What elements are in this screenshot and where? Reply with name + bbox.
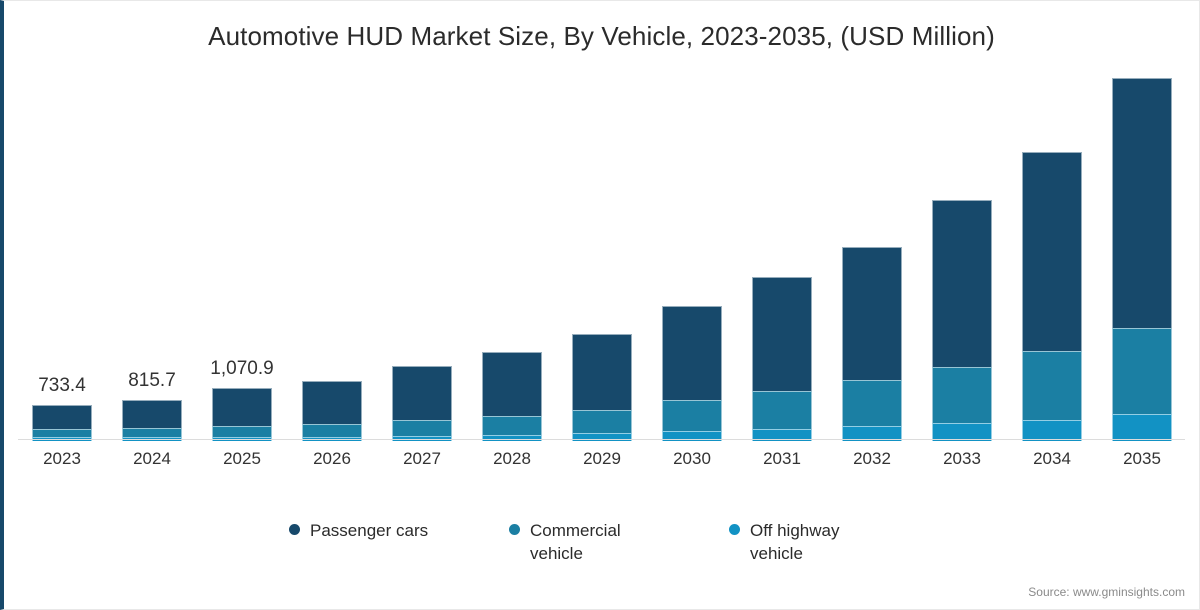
bar-segment[interactable] bbox=[842, 426, 902, 441]
legend-swatch-icon bbox=[729, 524, 740, 535]
bar-segment[interactable] bbox=[32, 404, 92, 430]
x-axis-tick-2034: 2034 bbox=[1033, 449, 1071, 468]
bar-stack[interactable] bbox=[1112, 78, 1172, 441]
bar-stack[interactable] bbox=[662, 305, 722, 441]
x-axis-tick-2026: 2026 bbox=[313, 449, 351, 468]
bar-segment[interactable] bbox=[1022, 419, 1082, 441]
plot-area: 733.4 815.7 1,070.9 bbox=[4, 61, 1199, 441]
x-axis-tick-2030: 2030 bbox=[673, 449, 711, 468]
bar-segment[interactable] bbox=[752, 390, 812, 429]
bar-segment[interactable] bbox=[392, 419, 452, 436]
bar-segment[interactable] bbox=[752, 277, 812, 391]
bar-segment[interactable] bbox=[32, 429, 92, 438]
chart-legend: Passenger cars Commercial vehicle Off high… bbox=[4, 519, 1199, 579]
bar-segment[interactable] bbox=[842, 380, 902, 427]
source-attribution: Source: www.gminsights.com bbox=[1028, 585, 1185, 599]
bar-segment[interactable] bbox=[572, 333, 632, 411]
bar-value-label: 1,070.9 bbox=[210, 357, 274, 379]
bar-segment[interactable] bbox=[1112, 78, 1172, 328]
bar-stack[interactable] bbox=[572, 333, 632, 441]
bar-segment[interactable] bbox=[302, 423, 362, 437]
bar-segment[interactable] bbox=[932, 367, 992, 424]
bar-segment[interactable] bbox=[1112, 327, 1172, 415]
bar-segment[interactable] bbox=[752, 428, 812, 441]
bar-segment[interactable] bbox=[1022, 350, 1082, 420]
legend-item-label: Commercial vehicle bbox=[530, 521, 621, 563]
bar-segment[interactable] bbox=[842, 247, 902, 381]
bar-stack[interactable] bbox=[32, 404, 92, 441]
bar-segment[interactable] bbox=[122, 428, 182, 438]
bar-stack[interactable] bbox=[302, 380, 362, 441]
bar-segment[interactable] bbox=[212, 387, 272, 426]
bar-segment[interactable] bbox=[482, 416, 542, 435]
bar-segment[interactable] bbox=[932, 423, 992, 441]
bar-segment[interactable] bbox=[662, 305, 722, 401]
x-axis-tick-2032: 2032 bbox=[853, 449, 891, 468]
bar-segment[interactable] bbox=[482, 351, 542, 417]
legend-item-label: Passenger cars bbox=[310, 521, 429, 540]
bar-stack[interactable] bbox=[122, 400, 182, 441]
bar-segment[interactable] bbox=[302, 380, 362, 424]
bar-value-label: 815.7 bbox=[128, 370, 176, 392]
x-axis-line bbox=[18, 439, 1185, 440]
bar-stack[interactable] bbox=[1022, 152, 1082, 441]
bar-segment[interactable] bbox=[572, 410, 632, 434]
bar-segment[interactable] bbox=[572, 433, 632, 441]
page-title: Automotive HUD Market Size, By Vehicle, … bbox=[208, 21, 995, 51]
bar-segment[interactable] bbox=[1022, 152, 1082, 351]
x-axis-tick-labels: 2023 2024 2025 2026 2027 2028 2029 2030 2031 2032… bbox=[4, 449, 1199, 479]
x-axis-tick-2025: 2025 bbox=[223, 449, 261, 468]
legend-swatch-icon bbox=[509, 524, 520, 535]
bar-segment[interactable] bbox=[212, 425, 272, 437]
bar-segment[interactable] bbox=[1112, 414, 1172, 441]
bar-segment[interactable] bbox=[932, 199, 992, 368]
bar-segment[interactable] bbox=[662, 400, 722, 431]
bar-stack[interactable] bbox=[752, 277, 812, 441]
bar-segment[interactable] bbox=[482, 434, 542, 441]
x-axis-tick-2023: 2023 bbox=[43, 449, 81, 468]
x-axis-tick-2028: 2028 bbox=[493, 449, 531, 468]
x-axis-tick-2031: 2031 bbox=[763, 449, 801, 468]
bar-stack[interactable] bbox=[212, 387, 272, 441]
x-axis-tick-2029: 2029 bbox=[583, 449, 621, 468]
legend-item[interactable]: Passenger cars bbox=[289, 519, 428, 542]
legend-swatch-icon bbox=[289, 524, 300, 535]
legend-item-label: Off highway vehicle bbox=[750, 521, 840, 563]
x-axis-tick-2035: 2035 bbox=[1123, 449, 1161, 468]
bar-segment[interactable] bbox=[212, 436, 272, 441]
bar-stack[interactable] bbox=[392, 365, 452, 441]
bar-segment[interactable] bbox=[122, 400, 182, 429]
bar-segment[interactable] bbox=[302, 436, 362, 441]
bar-segment[interactable] bbox=[392, 435, 452, 441]
bar-segment[interactable] bbox=[662, 430, 722, 441]
legend-item[interactable]: Off highway vehicle bbox=[729, 519, 870, 565]
bar-stack[interactable] bbox=[842, 247, 902, 441]
bar-stack[interactable] bbox=[932, 199, 992, 441]
bar-segment[interactable] bbox=[392, 365, 452, 420]
bar-value-label: 733.4 bbox=[38, 374, 86, 396]
bar-stack[interactable] bbox=[482, 351, 542, 441]
legend-item[interactable]: Commercial vehicle bbox=[509, 519, 650, 565]
x-axis-tick-2033: 2033 bbox=[943, 449, 981, 468]
x-axis-tick-2024: 2024 bbox=[133, 449, 171, 468]
x-axis-tick-2027: 2027 bbox=[403, 449, 441, 468]
